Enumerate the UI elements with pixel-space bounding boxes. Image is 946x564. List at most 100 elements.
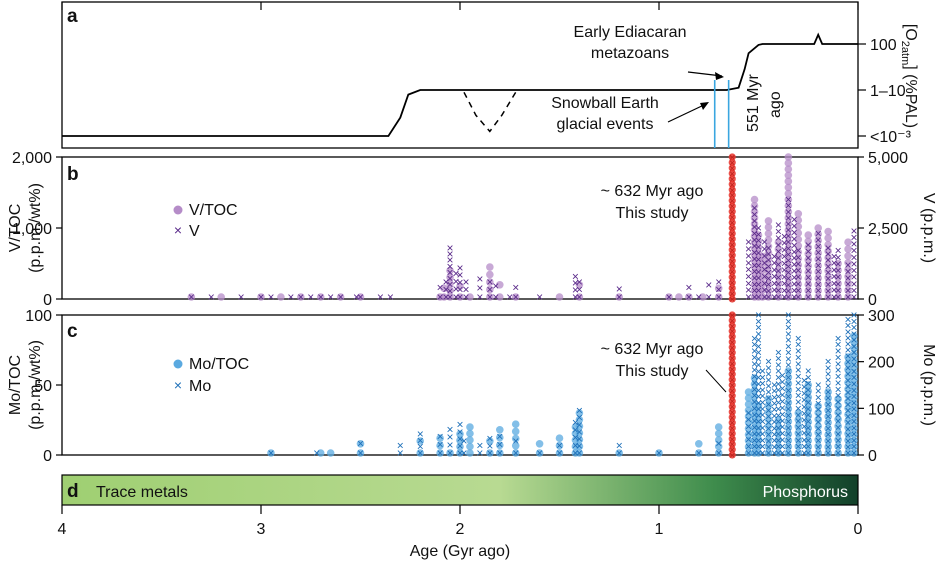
panel-c-motoc-point — [814, 408, 822, 417]
panel-b-v-point: × — [755, 259, 762, 273]
panel-b-v-point: × — [851, 250, 858, 264]
panel-b-v-point: × — [765, 272, 772, 286]
panel-c-mo-point: × — [765, 403, 772, 417]
panel-b-study-point — [728, 158, 736, 167]
panel-c-mo-point: × — [755, 308, 762, 322]
panel-b-vtoc-point — [750, 214, 759, 222]
panel-c-mo-point: × — [815, 409, 822, 423]
panel-b-right-tick-label-1: 2,500 — [868, 221, 908, 238]
panel-c-motoc-point — [436, 434, 444, 443]
panel-b-v-point: × — [781, 256, 788, 270]
panel-c-motoc-point — [750, 386, 759, 395]
panel-c-mo-point: × — [417, 433, 424, 447]
panel-c-mo-point: × — [759, 446, 766, 460]
panel-b-vtoc-point — [814, 293, 822, 301]
panel-c-mo-point: × — [845, 398, 852, 412]
panel-b-vtoc-point — [774, 279, 783, 288]
panel-b-vtoc-point — [440, 284, 448, 293]
panel-c-mo-point: × — [801, 426, 808, 440]
panel-c-mo-point: × — [771, 397, 778, 411]
panel-b-vtoc-point — [758, 286, 767, 295]
panel-b-vtoc-point — [784, 159, 793, 167]
panel-b-vtoc-point — [784, 177, 793, 186]
panel-b-v-point: × — [815, 233, 822, 247]
panel-c-study-point — [728, 354, 736, 362]
panel-c-motoc-point — [844, 404, 852, 413]
panel-b-v-point: × — [795, 264, 802, 278]
panel-c-mo-point: × — [771, 384, 778, 398]
panel-c-mo-point: × — [745, 433, 752, 447]
panel-b-v-point: × — [781, 277, 788, 291]
panel-c-mo-point: × — [795, 408, 802, 422]
panel-c-mo-point: × — [825, 379, 832, 393]
panel-c-mo-point: × — [417, 427, 424, 441]
panel-b-vtoc-point — [784, 195, 793, 204]
panel-c-motoc-point — [535, 449, 544, 457]
panel-c-motoc-point — [267, 449, 275, 457]
panel-b-v-point: × — [377, 290, 384, 304]
panel-b-v-point: × — [771, 276, 778, 290]
panel-b-v-point: × — [751, 265, 758, 279]
panel-c-study-mark: × — [729, 407, 735, 419]
panel-c-motoc-point — [496, 433, 504, 442]
panel-c-motoc-point — [466, 449, 474, 457]
panel-c-mo-point: × — [785, 421, 792, 435]
panel-b-study-annotation: ~ 632 Myr ago This study — [601, 183, 704, 222]
panel-b-vtoc-point — [714, 293, 723, 301]
panel-b-vtoc-point — [446, 293, 454, 301]
panel-c-motoc-point — [754, 442, 763, 451]
panel-b-vtoc-point — [834, 293, 842, 301]
panel-b-vtoc-point — [834, 266, 842, 275]
panel-c-mo-point: × — [751, 395, 758, 409]
panel-b-study-mark: × — [729, 228, 735, 240]
panel-c-study-point — [728, 327, 736, 335]
panel-c-motoc-point — [774, 442, 783, 451]
panel-c-mo-point: × — [556, 446, 563, 460]
panel-c-mo-point: × — [801, 387, 808, 401]
panel-b-v-point: × — [447, 278, 454, 292]
panel-b-v-point: × — [476, 290, 483, 304]
panel-c-mo-point: × — [785, 440, 792, 454]
panel-c-motoc-point — [824, 437, 832, 445]
panel-c-mo-point: × — [456, 446, 463, 460]
panel-b-vtoc-point — [764, 261, 773, 270]
panel-b-v-point: × — [462, 290, 469, 304]
panel-c-right-tick-label-0: 300 — [868, 308, 895, 325]
panel-c-motoc-point — [824, 394, 832, 402]
panel-c-motoc-point — [844, 378, 852, 387]
panel-b-v-point: × — [761, 276, 768, 290]
panel-c-study-mark: × — [729, 402, 735, 414]
panel-c-study-point — [728, 446, 736, 454]
panel-c-motoc-point — [695, 449, 703, 457]
panel-b-study-point — [728, 218, 736, 227]
panel-c-mo-point: × — [759, 408, 766, 422]
panel-b-vtoc-point — [316, 293, 325, 301]
panel-c-motoc-point — [714, 423, 723, 431]
panel-b-vtoc-point — [814, 274, 822, 282]
panel-c-motoc-point — [844, 436, 852, 445]
panel-c-mo-point: × — [785, 314, 792, 328]
panel-c-mo-point: × — [785, 396, 792, 410]
panel-b-v-point: × — [851, 244, 858, 258]
panel-c-motoc-point — [466, 442, 474, 451]
panel-b-v-point: × — [785, 278, 792, 292]
panel-c-motoc-point — [844, 359, 852, 368]
panel-b-vtoc-point — [794, 248, 803, 256]
panel-b-vtoc-point — [750, 207, 759, 216]
panel-c-mo-point: × — [496, 438, 503, 452]
panel-b-v-point: × — [851, 290, 858, 304]
panel-c-motoc-point — [844, 430, 852, 438]
panel-c-mo-point: × — [795, 363, 802, 377]
panel-b-v-point: × — [825, 253, 832, 267]
panel-c-motoc-point — [744, 412, 753, 421]
panel-c-mo-point: × — [751, 414, 758, 428]
panel-b-v-point: × — [337, 290, 344, 304]
panel-c-mo-point: × — [751, 350, 758, 364]
panel-c-motoc-point — [764, 442, 773, 451]
panel-c-motoc-point — [844, 353, 852, 361]
panel-c-mo-point: × — [486, 446, 493, 460]
panel-b-v-point: × — [761, 283, 768, 297]
panel-c-mo-point: × — [745, 413, 752, 427]
panel-b-v-point: × — [791, 232, 798, 246]
snowball-arrow-head — [700, 102, 709, 110]
